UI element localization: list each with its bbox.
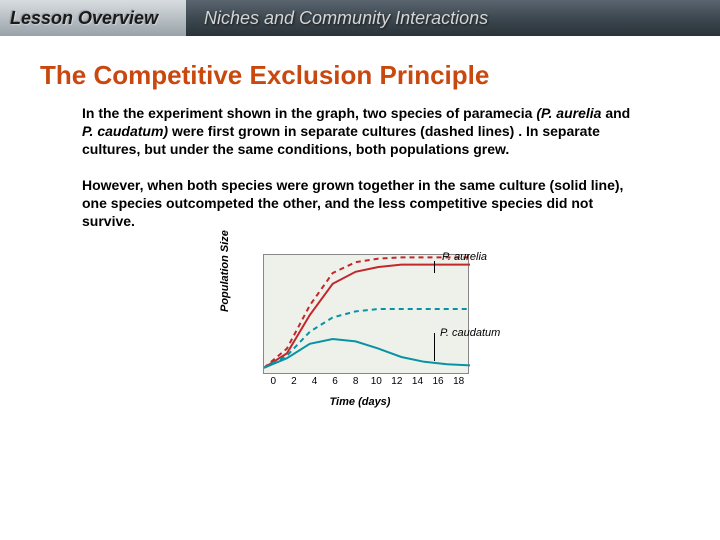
xtick: 16: [428, 376, 449, 387]
chart-svg: [264, 255, 470, 375]
p1-text-c: and: [601, 105, 630, 121]
p1-species-a: (P. aurelia: [536, 105, 601, 121]
xtick: 10: [366, 376, 387, 387]
p1-species-b: P. caudatum): [82, 123, 168, 139]
lesson-overview-badge: Lesson Overview: [0, 0, 186, 36]
label-p-caudatum: P. caudatum: [440, 327, 500, 339]
xtick: 0: [263, 376, 284, 387]
lesson-overview-text: Lesson Overview: [10, 8, 158, 29]
xtick: 4: [304, 376, 325, 387]
y-axis-label: Population Size: [219, 231, 231, 313]
leader-line-caudatum: [434, 333, 435, 361]
label-p-aurelia: P. aurelia: [442, 251, 487, 263]
xtick: 2: [284, 376, 305, 387]
leader-line-aurelia: [434, 261, 435, 273]
content-area: The Competitive Exclusion Principle In t…: [0, 36, 720, 408]
header-title: Niches and Community Interactions: [186, 8, 720, 29]
xtick: 8: [345, 376, 366, 387]
p1-text-a: In the the experiment shown in the graph…: [82, 105, 536, 121]
paragraph-1: In the the experiment shown in the graph…: [82, 105, 642, 159]
xtick: 14: [407, 376, 428, 387]
x-axis-ticks: 0 2 4 6 8 10 12 14 16 18: [263, 376, 469, 387]
header-bar: Lesson Overview Niches and Community Int…: [0, 0, 720, 36]
xtick: 12: [387, 376, 408, 387]
plot-area: P. aurelia P. caudatum: [263, 254, 469, 374]
section-title: The Competitive Exclusion Principle: [40, 60, 680, 91]
xtick: 18: [448, 376, 469, 387]
xtick: 6: [325, 376, 346, 387]
paragraph-2: However, when both species were grown to…: [82, 177, 642, 231]
competitive-exclusion-chart: Population Size P. aurelia P. caudatum 0…: [225, 248, 495, 408]
x-axis-label: Time (days): [225, 396, 495, 408]
chart-container: Population Size P. aurelia P. caudatum 0…: [40, 248, 680, 408]
